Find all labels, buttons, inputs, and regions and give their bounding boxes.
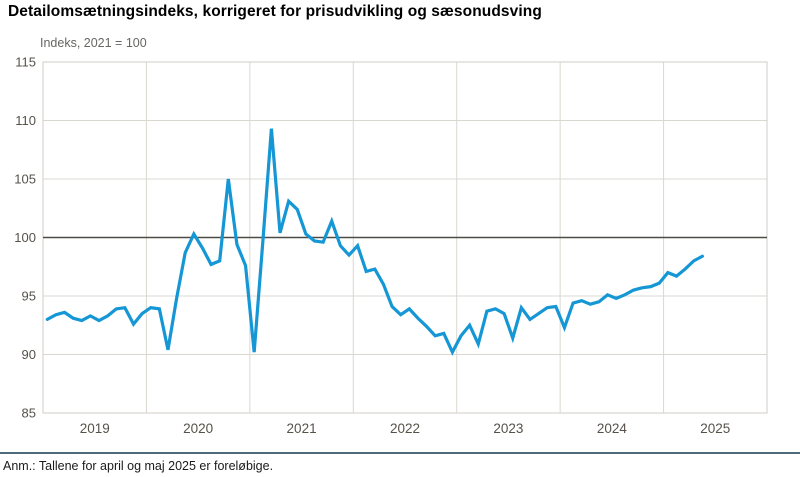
x-tick-label: 2024 xyxy=(597,421,628,436)
y-tick-label: 85 xyxy=(22,406,36,421)
x-tick-label: 2019 xyxy=(80,421,110,436)
x-tick-label: 2025 xyxy=(700,421,730,436)
chart-title: Detailomsætningsindeks, korrigeret for p… xyxy=(8,3,542,20)
y-tick-label: 90 xyxy=(22,347,36,362)
x-tick-label: 2023 xyxy=(493,421,523,436)
y-tick-label: 100 xyxy=(14,230,36,245)
footer-separator-line xyxy=(0,452,800,454)
footnote: Anm.: Tallene for april og maj 2025 er f… xyxy=(3,459,274,473)
y-tick-label: 115 xyxy=(15,55,36,70)
chart-subtitle: Indeks, 2021 = 100 xyxy=(40,36,147,50)
x-tick-label: 2020 xyxy=(183,421,213,436)
y-tick-label: 95 xyxy=(22,289,36,304)
x-tick-label: 2021 xyxy=(287,421,317,436)
y-tick-label: 110 xyxy=(15,113,36,128)
x-tick-label: 2022 xyxy=(390,421,420,436)
line-chart: 115 110 105 100 95 90 85 2019 2020 2021 2022 2023 20… xyxy=(14,55,768,436)
y-tick-label: 105 xyxy=(14,172,36,187)
retail-index-series-line xyxy=(45,128,704,356)
